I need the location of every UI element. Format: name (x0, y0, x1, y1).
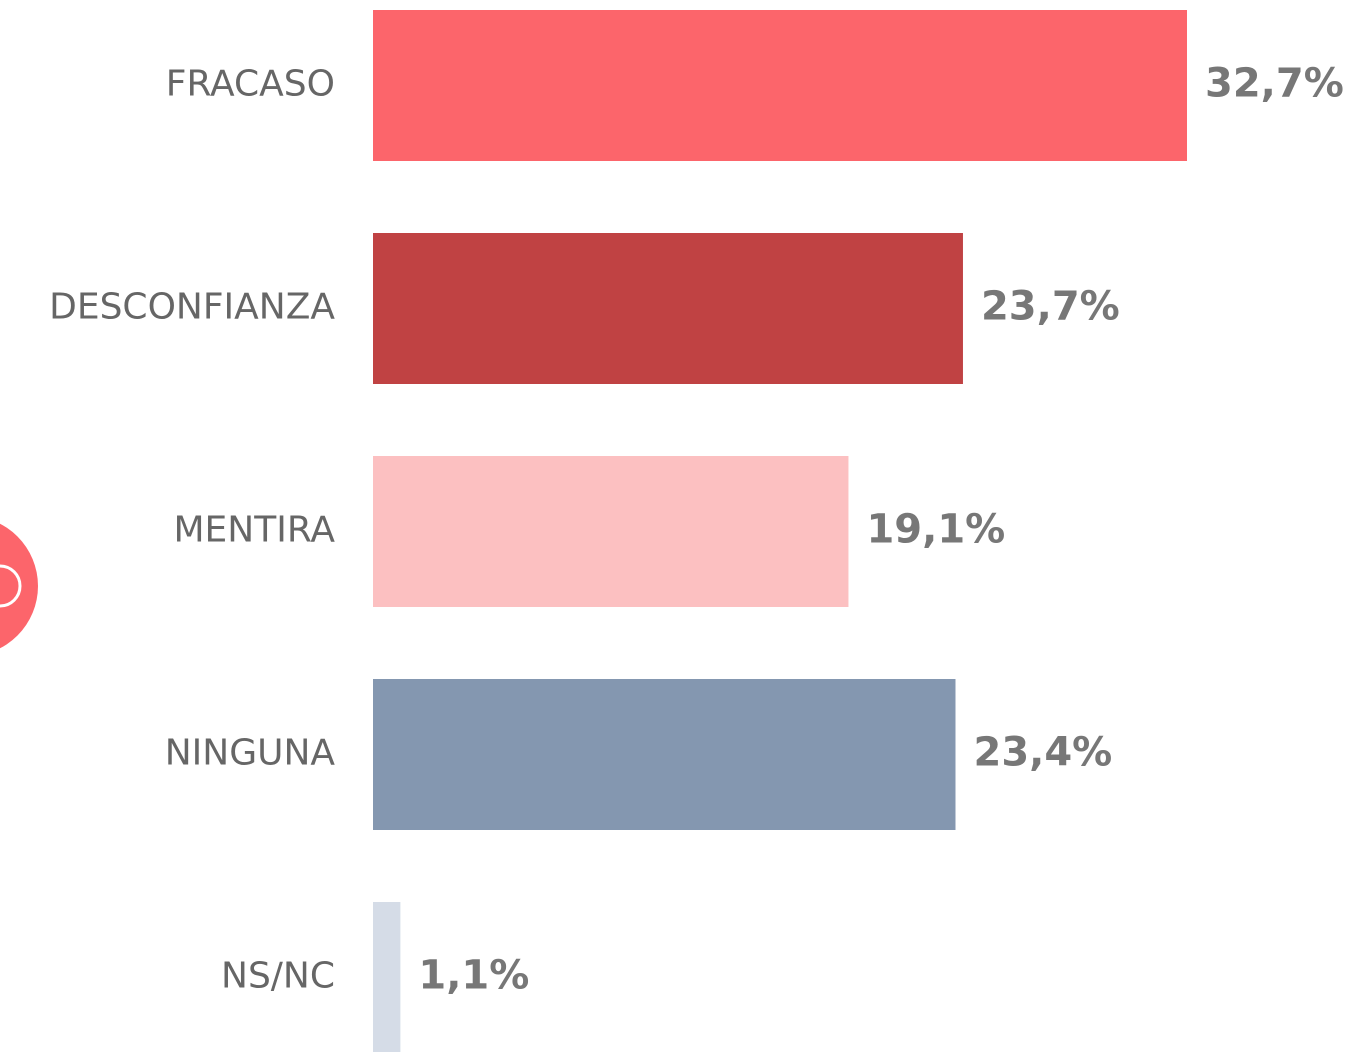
category-label: NINGUNA (165, 733, 336, 774)
value-label: 23,4% (973, 730, 1112, 776)
bar (373, 679, 956, 830)
bar (373, 233, 963, 384)
category-label: DESCONFIANZA (49, 287, 335, 328)
category-label: NS/NC (221, 956, 335, 997)
value-label: 1,1% (418, 953, 529, 999)
category-label: FRACASO (166, 64, 335, 105)
value-label: 19,1% (866, 507, 1005, 553)
decor-icon (0, 523, 38, 649)
bar (373, 902, 401, 1052)
value-label: 32,7% (1205, 61, 1344, 107)
bar (373, 10, 1187, 161)
bar (373, 456, 849, 607)
value-label: 23,7% (981, 284, 1120, 330)
category-label: MENTIRA (173, 510, 335, 551)
